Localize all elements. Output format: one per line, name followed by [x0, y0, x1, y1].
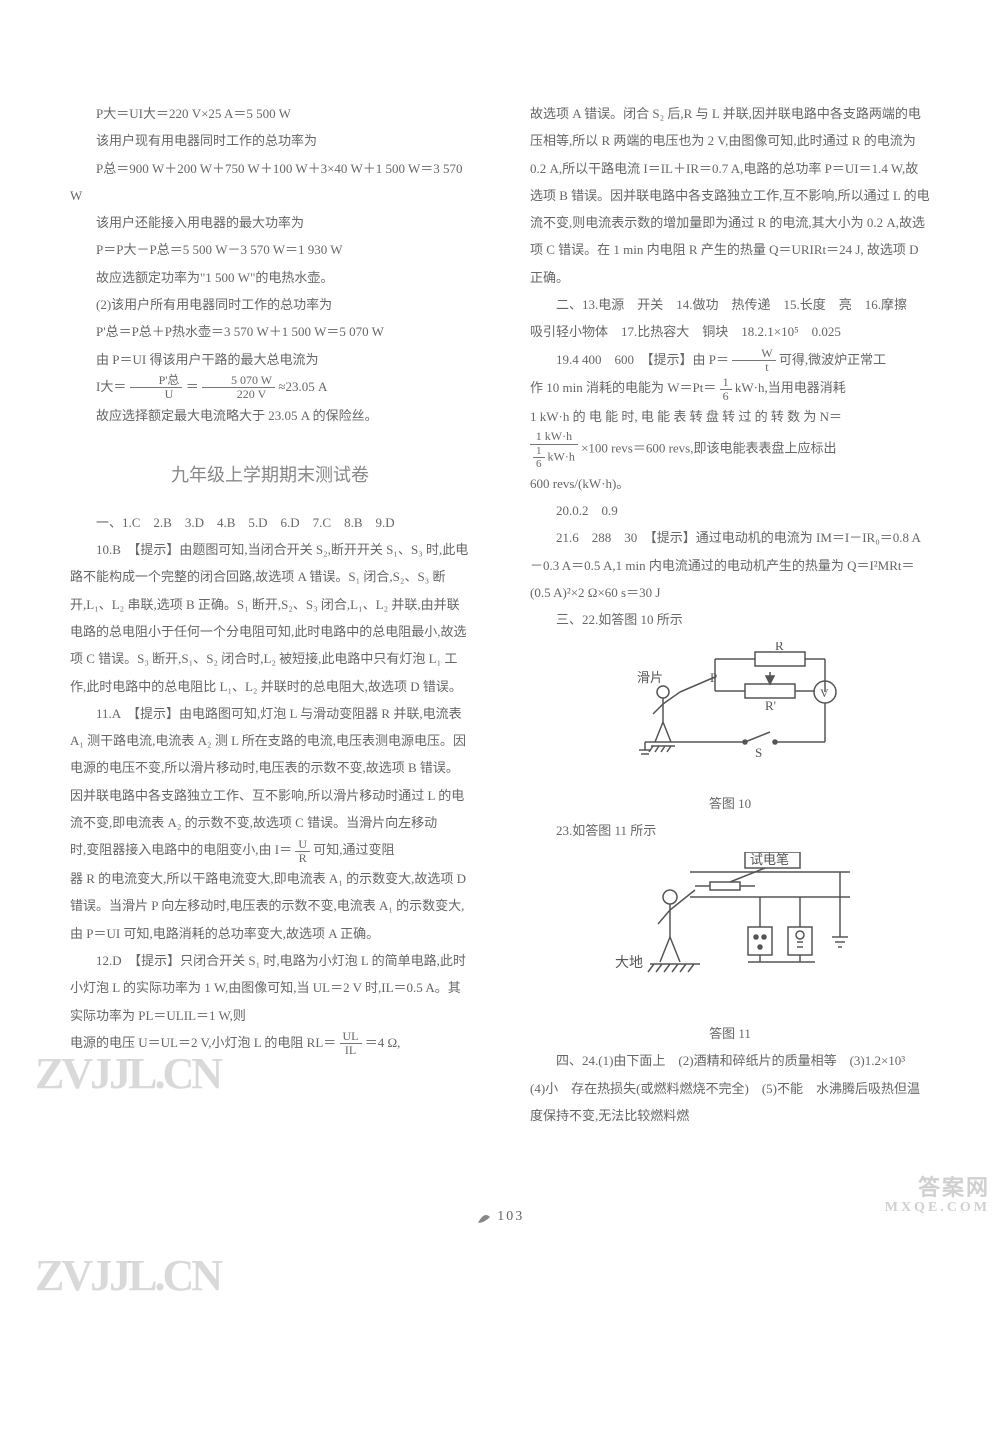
watermark-icon: ZVJJL.CN: [35, 1250, 220, 1301]
question-19b: 作 10 min 消耗的电能为 W＝Pt＝ 1 6 kW·h,当用电器消耗: [530, 374, 930, 403]
section-title: 九年级上学期期末测试卷: [70, 457, 470, 495]
question-11a: 11.A 【提示】由电路图可知,灯泡 L 与滑动变阻器 R 并联,电流表 A₁ …: [70, 700, 470, 836]
figure-10: R V R' P: [615, 642, 845, 782]
question-19a: 19.4 400 600 【提示】由 P＝ W t 可得,微波炉正常工: [530, 346, 930, 375]
question-11b: 时,变阻器接入电路中的电阻变小,由 I＝ U R 可知,通过变阻: [70, 836, 470, 865]
formula-line: I大＝ P'总 U ＝ 5 070 W 220 V ≈23.05 A: [70, 373, 470, 402]
text-line: P总＝900 W＋200 W＋750 W＋100 W＋3×40 W＋1 500 …: [70, 155, 470, 210]
complex-fraction: 1 kW·h 1 6 kW·h: [530, 430, 578, 469]
text: I大＝: [96, 379, 126, 394]
svg-text:R': R': [765, 698, 776, 713]
figure-11: 试电笔 大地: [600, 852, 860, 1012]
fraction: 5 070 W 220 V: [202, 374, 275, 401]
text: 可知,通过变阻: [313, 842, 394, 857]
text-line: 故应选额定功率为"1 500 W"的电热水壶。: [70, 264, 470, 291]
answer-block: 二、13.电源 开关 14.做功 热传递 15.长度 亮 16.摩擦 吸引轻小物…: [530, 291, 930, 346]
svg-text:大地: 大地: [615, 955, 643, 971]
question-12a: 12.D 【提示】只闭合开关 S₁ 时,电路为小灯泡 L 的简单电路,此时小灯泡…: [70, 947, 470, 1029]
text: 作 10 min 消耗的电能为 W＝Pt＝: [530, 380, 716, 395]
text: ＝4 Ω,: [365, 1035, 401, 1050]
right-column: 故选项 A 错误。闭合 S₂ 后,R 与 L 并联,因并联电路中各支路两端的电压…: [530, 100, 930, 1129]
text: ＝: [186, 379, 199, 394]
question-22: 三、22.如答图 10 所示: [530, 606, 930, 633]
fraction: U R: [295, 838, 310, 865]
question-19d: 1 kW·h 1 6 kW·h ×100 revs＝600 revs,即该电能表…: [530, 430, 930, 469]
page-number: 103: [0, 1209, 1000, 1225]
question-20: 20.0.2 0.9: [530, 497, 930, 524]
corner-watermark: 答案网 MXQE.COM: [885, 1176, 990, 1216]
text: ×100 revs＝600 revs,即该电能表表盘上应标出: [581, 441, 836, 456]
text-line: 该用户还能接入用电器的最大功率为: [70, 209, 470, 236]
fraction: P'总 U: [130, 374, 183, 401]
figure-11-caption: 答图 11: [530, 1020, 930, 1047]
text-line: 该用户现有用电器同时工作的总功率为: [70, 127, 470, 154]
question-21: 21.6 288 30 【提示】通过电动机的电流为 IM＝I－IR₀＝0.8 A…: [530, 524, 930, 606]
text-line: (2)该用户所有用电器同时工作的总功率为: [70, 291, 470, 318]
question-12b: 电源的电压 U＝UL＝2 V,小灯泡 L 的电阻 RL＝ UL IL ＝4 Ω,: [70, 1029, 470, 1058]
question-10: 10.B 【提示】由题图可知,当闭合开关 S₂,断开开关 S₁、S₃ 时,此电路…: [70, 536, 470, 700]
left-column: P大＝UI大＝220 V×25 A＝5 500 W 该用户现有用电器同时工作的总…: [70, 100, 470, 1129]
question-11c: 器 R 的电流变大,所以干路电流变大,即电流表 A₁ 的示数变大,故选项 D 错…: [70, 865, 470, 947]
question-19c: 1 kW·h 的 电 能 时, 电 能 表 转 盘 转 过 的 转 数 为 N＝: [530, 403, 930, 430]
question-19e: 600 revs/(kW·h)。: [530, 470, 930, 497]
text-line: P大＝UI大＝220 V×25 A＝5 500 W: [70, 100, 470, 127]
svg-text:R: R: [775, 642, 784, 653]
text-block: 故选项 A 错误。闭合 S₂ 后,R 与 L 并联,因并联电路中各支路两端的电压…: [530, 100, 930, 291]
text-line: P'总＝P总＋P热水壶＝3 570 W＋1 500 W＝5 070 W: [70, 318, 470, 345]
fraction: UL IL: [340, 1030, 362, 1057]
text: 电源的电压 U＝UL＝2 V,小灯泡 L 的电阻 RL＝: [70, 1035, 336, 1050]
svg-text:V: V: [820, 686, 829, 700]
text: ≈23.05 A: [278, 379, 327, 394]
svg-text:试电笔: 试电笔: [750, 852, 789, 867]
svg-text:S: S: [755, 745, 762, 760]
fraction: W t: [732, 347, 775, 374]
text: 19.4 400 600 【提示】由 P＝: [556, 352, 729, 367]
answer-line: 一、1.C 2.B 3.D 4.B 5.D 6.D 7.C 8.B 9.D: [70, 509, 470, 536]
question-23: 23.如答图 11 所示: [530, 817, 930, 844]
leaf-icon: [476, 1209, 492, 1225]
fraction: 1 6: [720, 376, 732, 403]
text: kW·h,当用电器消耗: [735, 380, 846, 395]
text: 可得,微波炉正常工: [779, 352, 886, 367]
text-line: 由 P＝UI 得该用户干路的最大总电流为: [70, 346, 470, 373]
question-24: 四、24.(1)由下面上 (2)酒精和碎纸片的质量相等 (3)1.2×10³ (…: [530, 1047, 930, 1129]
text: 时,变阻器接入电路中的电阻变小,由 I＝: [70, 842, 292, 857]
text-line: 故应选择额定最大电流略大于 23.05 A 的保险丝。: [70, 402, 470, 429]
svg-text:滑片: 滑片: [637, 670, 663, 685]
figure-10-caption: 答图 10: [530, 790, 930, 817]
text-line: P＝P大－P总＝5 500 W－3 570 W＝1 930 W: [70, 236, 470, 263]
